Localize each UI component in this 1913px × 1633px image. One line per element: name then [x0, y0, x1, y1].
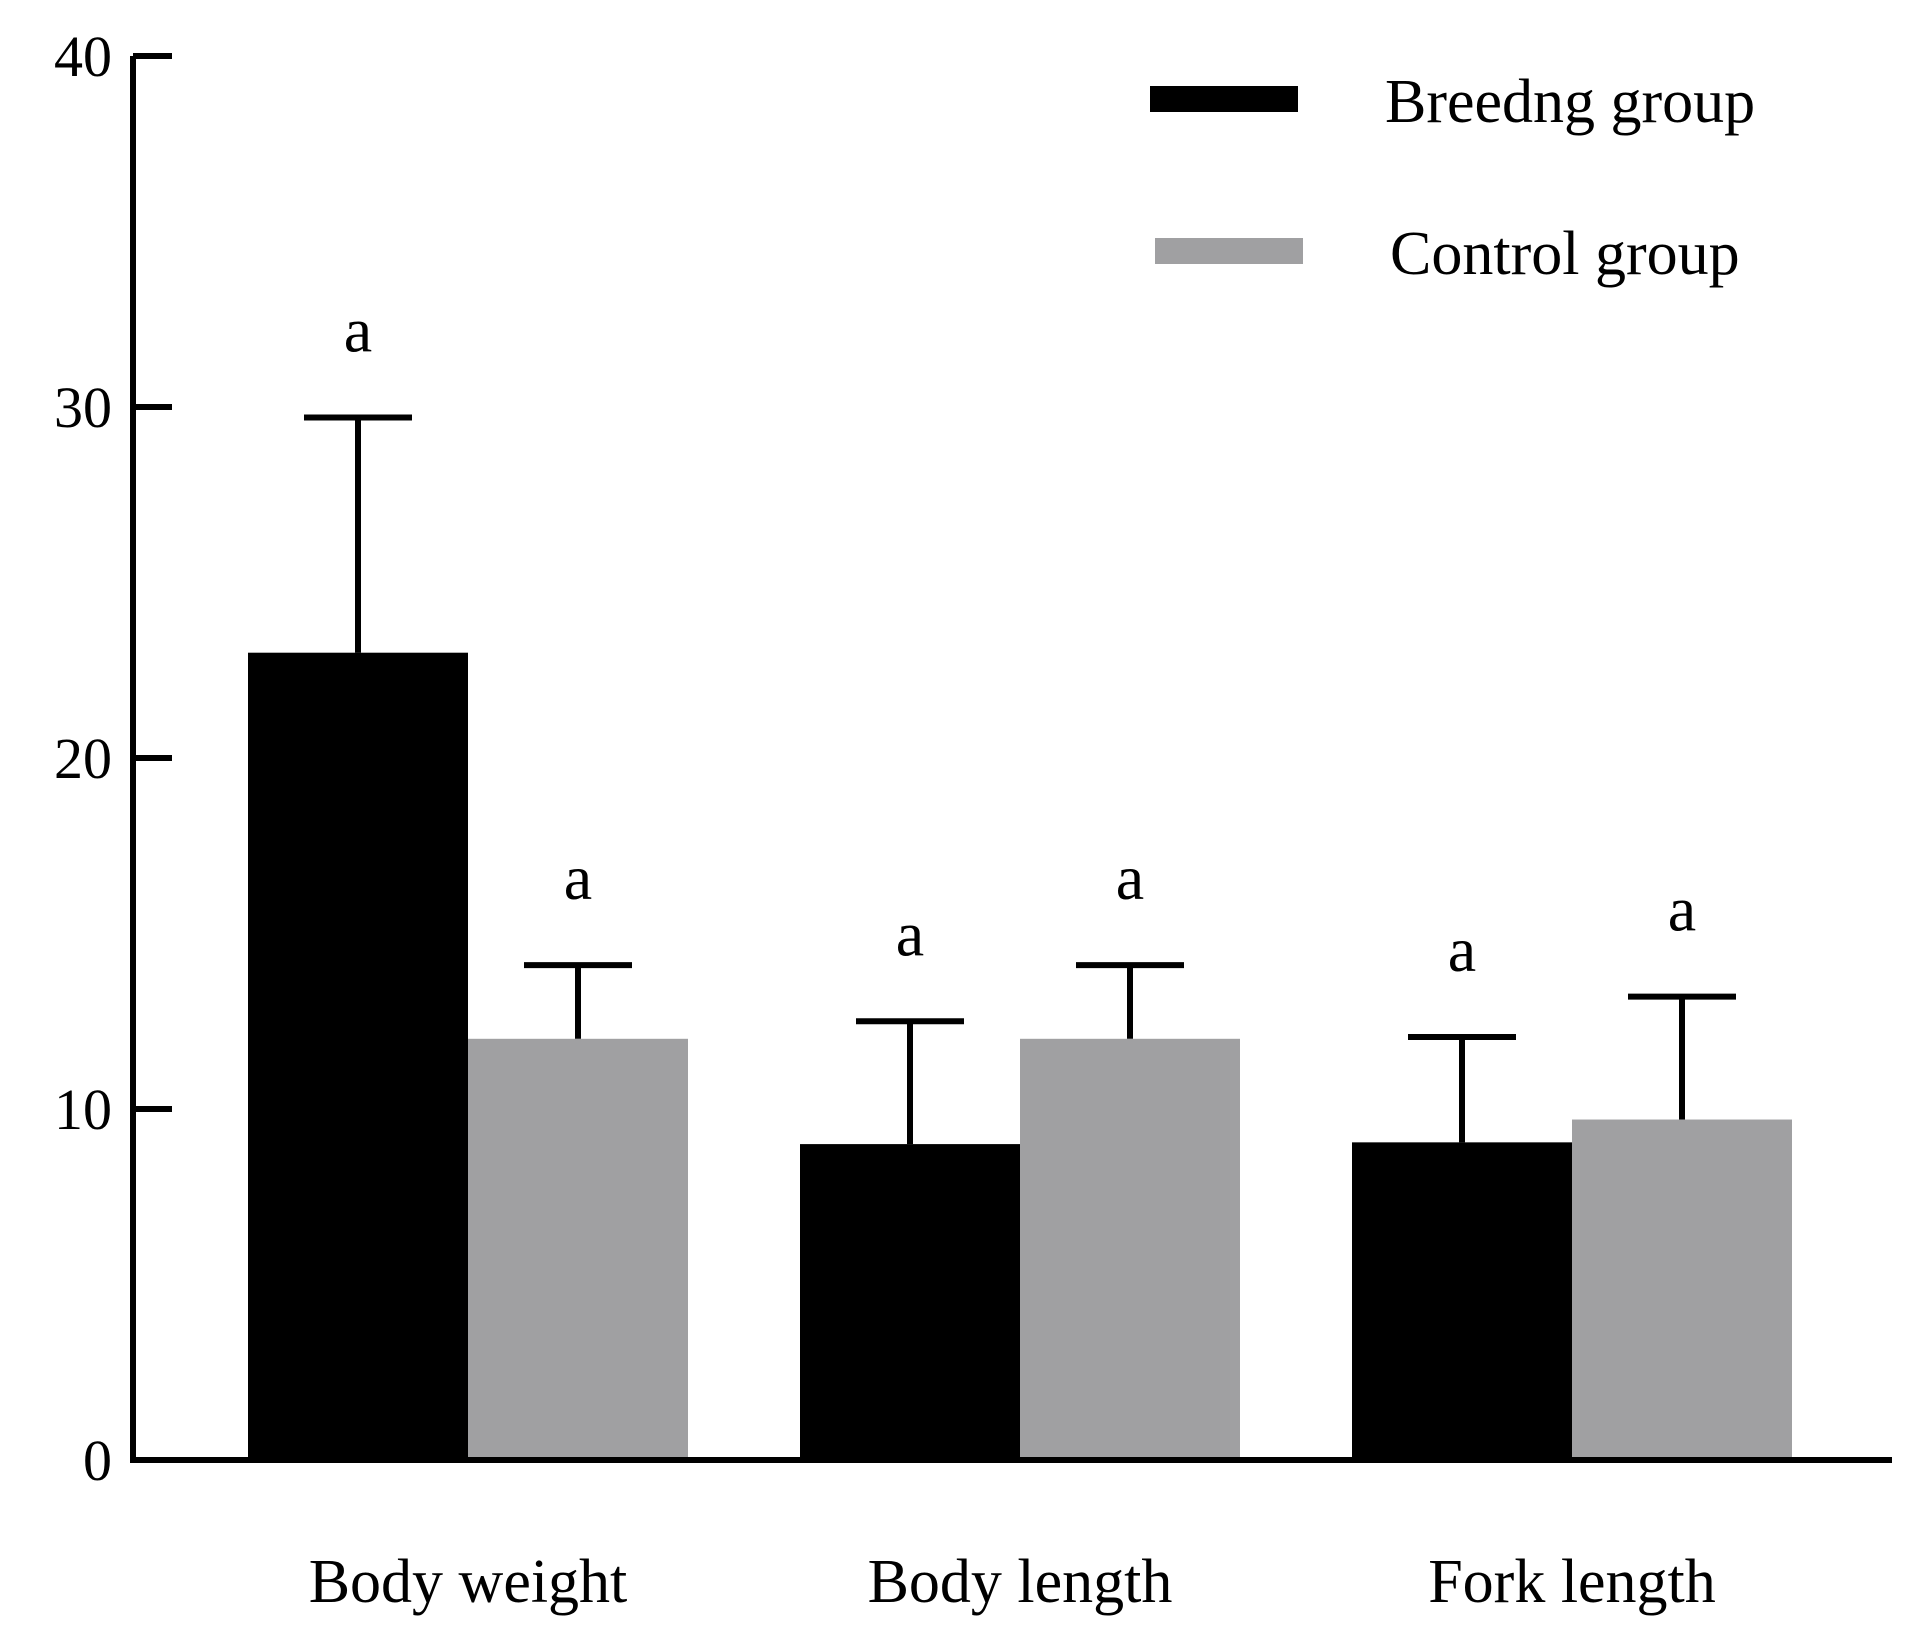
significance-label: a — [1116, 842, 1144, 913]
legend-label-control: Control group — [1390, 220, 1740, 288]
bar — [468, 1038, 688, 1460]
category-label: Body length — [868, 1548, 1173, 1616]
y-ticks-layer: 0 10 20 30 40 — [54, 24, 172, 1493]
category-label: Body weight — [309, 1548, 628, 1616]
legend-swatch-breeding — [1150, 86, 1298, 112]
bar — [1020, 1038, 1240, 1460]
y-tick-label: 20 — [54, 726, 112, 791]
significance-label: a — [564, 842, 592, 913]
y-tick-label: 10 — [54, 1077, 112, 1142]
y-tick-label: 0 — [83, 1428, 112, 1493]
significance-label: a — [896, 898, 924, 969]
bar — [248, 652, 468, 1460]
bar — [800, 1144, 1020, 1460]
legend: Breedng group Control group — [1150, 68, 1755, 288]
bars-layer — [248, 652, 1792, 1460]
significance-label: a — [1448, 914, 1476, 985]
error-bars-layer — [304, 414, 1736, 1145]
y-tick-label: 30 — [54, 375, 112, 440]
bar — [1352, 1142, 1572, 1460]
category-label: Fork length — [1428, 1548, 1716, 1616]
y-tick-label: 40 — [54, 24, 112, 89]
legend-label-breeding: Breedng group — [1385, 68, 1755, 136]
bar — [1572, 1119, 1792, 1460]
legend-swatch-control — [1155, 238, 1303, 264]
category-labels-layer: Body weight Body length Fork length — [309, 1548, 1716, 1616]
significance-label: a — [344, 295, 372, 366]
significance-label: a — [1668, 874, 1696, 945]
significance-labels-layer: a a a a a a — [344, 295, 1696, 986]
